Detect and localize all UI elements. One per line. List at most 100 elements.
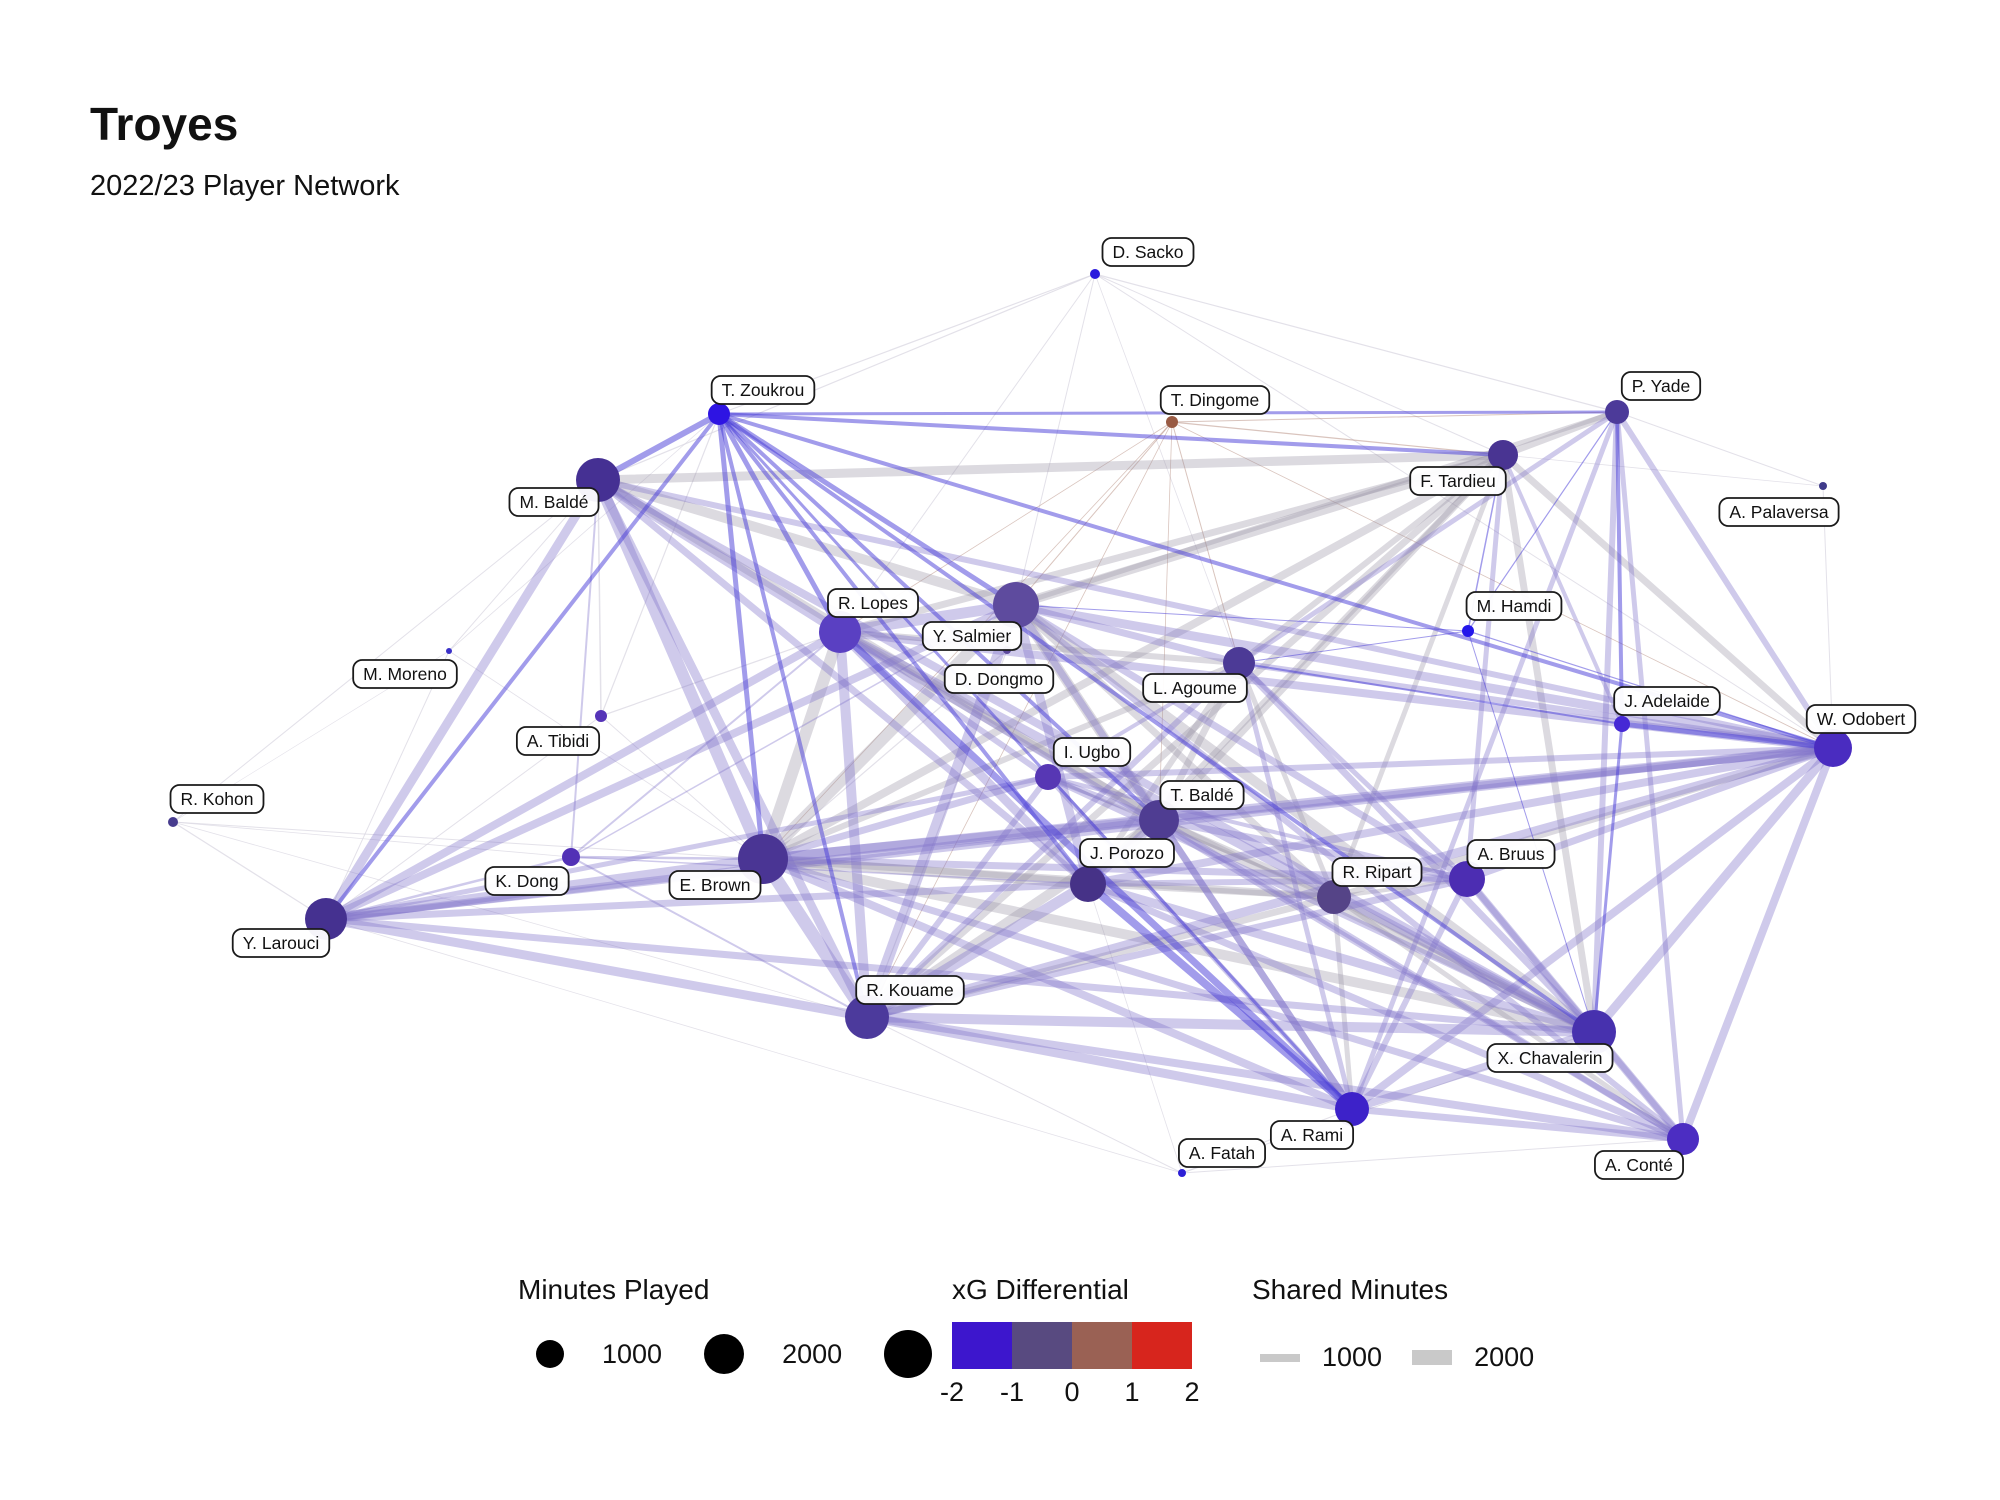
player-node-sacko bbox=[1090, 269, 1100, 279]
player-label-zoukrou: T. Zoukrou bbox=[710, 375, 816, 405]
edge-sacko-baldeM bbox=[597, 273, 1096, 481]
shared-label-2000: 2000 bbox=[1474, 1342, 1535, 1372]
edge-porozo-ripart bbox=[1085, 881, 1337, 900]
edge-hamdi-agoume bbox=[1238, 630, 1469, 664]
edge-conte-bruus bbox=[1464, 876, 1686, 1142]
edge-odobert-agoume bbox=[1236, 660, 1836, 751]
svg-text:T. Dingome: T. Dingome bbox=[1171, 390, 1260, 410]
edge-salmier-larouci bbox=[322, 601, 1020, 923]
svg-text:I. Ugbo: I. Ugbo bbox=[1064, 742, 1120, 762]
edge-dingome-agoume bbox=[1171, 421, 1240, 664]
edge-adelaide-odobert bbox=[1619, 721, 1836, 751]
player-label-kohon: R. Kohon bbox=[169, 784, 265, 814]
player-label-hamdi: M. Hamdi bbox=[1465, 591, 1563, 621]
player-label-chavalerin: X. Chavalerin bbox=[1486, 1043, 1614, 1073]
player-node-conte bbox=[1667, 1123, 1699, 1155]
edge-chavalerin-ripart bbox=[1330, 893, 1598, 1036]
edge-zoukrou-larouci bbox=[324, 412, 721, 921]
edge-brown-tardieu bbox=[759, 451, 1507, 863]
edge-fatah-porozo bbox=[1087, 883, 1183, 1174]
player-node-ugbo bbox=[1035, 764, 1061, 790]
edge-lopes-chavalerin bbox=[835, 627, 1599, 1037]
legend-shared-minutes: Shared Minutes 1000 2000 bbox=[1252, 1274, 1534, 1373]
xg-tick: 1 bbox=[1124, 1377, 1140, 1407]
player-label-baldeM: M. Baldé bbox=[508, 487, 600, 517]
player-node-palaversa bbox=[1819, 482, 1827, 490]
player-node-kohon bbox=[168, 817, 178, 827]
xg-tick: 0 bbox=[1064, 1377, 1080, 1407]
xg-colorbar bbox=[952, 1322, 1192, 1369]
player-node-tibidi bbox=[595, 710, 607, 722]
edge-dong-baldeM bbox=[570, 479, 599, 858]
edge-kohon-kouame bbox=[172, 821, 868, 1018]
edge-moreno-larouci bbox=[325, 650, 450, 920]
xg-ticks: -2 -1 0 1 2 bbox=[940, 1377, 1200, 1407]
edge-dingome-kouame bbox=[866, 421, 1173, 1018]
edge-odobert-rami bbox=[1348, 744, 1837, 1113]
edge-brown-ripart bbox=[759, 855, 1338, 901]
svg-text:D. Dongmo: D. Dongmo bbox=[955, 669, 1044, 689]
player-node-hamdi bbox=[1462, 625, 1474, 637]
edge-rami-agoume bbox=[1236, 660, 1355, 1112]
edge-hamdi-salmier bbox=[1015, 604, 1469, 632]
svg-text:A. Tibidi: A. Tibidi bbox=[527, 731, 589, 751]
edge-baldeM-kouame bbox=[593, 475, 872, 1022]
player-label-conte: A. Conté bbox=[1594, 1150, 1684, 1180]
player-node-ripart bbox=[1317, 880, 1351, 914]
xg-seg-brown bbox=[1072, 1322, 1132, 1369]
player-node-agoume bbox=[1223, 647, 1255, 679]
edge-sacko-salmier bbox=[1015, 273, 1096, 606]
player-label-lopes: R. Lopes bbox=[827, 588, 919, 618]
svg-text:R. Kouame: R. Kouame bbox=[866, 980, 954, 1000]
edge-baldeT-rami bbox=[1155, 816, 1356, 1113]
edge-salmier-porozo bbox=[1011, 600, 1093, 889]
player-label-sacko: D. Sacko bbox=[1101, 237, 1195, 267]
player-label-baldeT: T. Baldé bbox=[1159, 780, 1245, 810]
edge-dingome-yade bbox=[1171, 411, 1618, 423]
legend-xg-differential: xG Differential -2 -1 0 1 2 bbox=[940, 1274, 1200, 1407]
svg-text:W. Odobert: W. Odobert bbox=[1817, 709, 1906, 729]
edge-dong-lopes bbox=[570, 631, 841, 858]
player-label-dong: K. Dong bbox=[484, 866, 570, 896]
edge-zoukrou-tardieu bbox=[717, 412, 1505, 457]
page-subtitle: 2022/23 Player Network bbox=[90, 170, 400, 203]
edge-baldeM-tardieu bbox=[593, 450, 1508, 485]
svg-text:R. Kohon: R. Kohon bbox=[181, 789, 254, 809]
svg-text:P. Yade: P. Yade bbox=[1632, 376, 1690, 396]
edge-sacko-lopes bbox=[839, 273, 1096, 633]
edge-brown-kouame bbox=[756, 852, 874, 1024]
player-label-salmier: Y. Salmier bbox=[921, 621, 1023, 651]
edge-lopes-ugbo bbox=[837, 629, 1051, 780]
player-node-chavalerin bbox=[1572, 1010, 1616, 1054]
edge-moreno-zoukrou bbox=[448, 413, 720, 652]
player-node-kouame bbox=[845, 995, 889, 1039]
edge-kouame-conte bbox=[863, 1013, 1687, 1143]
edge-porozo-rami bbox=[1084, 880, 1356, 1113]
minutes-circle-3000 bbox=[884, 1330, 933, 1378]
svg-text:M. Moreno: M. Moreno bbox=[363, 664, 447, 684]
player-label-moreno: M. Moreno bbox=[352, 659, 458, 689]
edge-dongmo-kouame bbox=[866, 649, 1008, 1018]
edge-dong-kouame bbox=[570, 856, 868, 1018]
edge-odobert-tardieu bbox=[1499, 451, 1837, 752]
edge-salmier-rami bbox=[1012, 601, 1356, 1113]
edge-baldeT-conte bbox=[1156, 817, 1686, 1142]
edge-baldeT-ripart bbox=[1155, 816, 1338, 901]
player-label-odobert: W. Odobert bbox=[1805, 704, 1917, 734]
edge-zoukrou-rami bbox=[717, 412, 1354, 1111]
player-node-porozo bbox=[1070, 866, 1106, 902]
edge-larouci-ugbo bbox=[323, 774, 1051, 922]
edge-zoukrou-lopes bbox=[716, 411, 843, 635]
player-node-tardieu bbox=[1488, 440, 1518, 470]
svg-text:T. Zoukrou: T. Zoukrou bbox=[722, 380, 805, 400]
player-label-adelaide: J. Adelaide bbox=[1613, 686, 1721, 716]
edge-baldeT-chavalerin bbox=[1154, 815, 1599, 1037]
xg-seg-purple bbox=[1012, 1322, 1072, 1369]
edge-porozo-larouci bbox=[322, 880, 1092, 923]
player-node-rami bbox=[1335, 1092, 1369, 1126]
edge-tibidi-brown bbox=[600, 715, 764, 860]
player-label-larouci: Y. Larouci bbox=[231, 928, 331, 958]
svg-text:R. Lopes: R. Lopes bbox=[838, 593, 908, 613]
svg-text:A. Rami: A. Rami bbox=[1281, 1125, 1343, 1145]
